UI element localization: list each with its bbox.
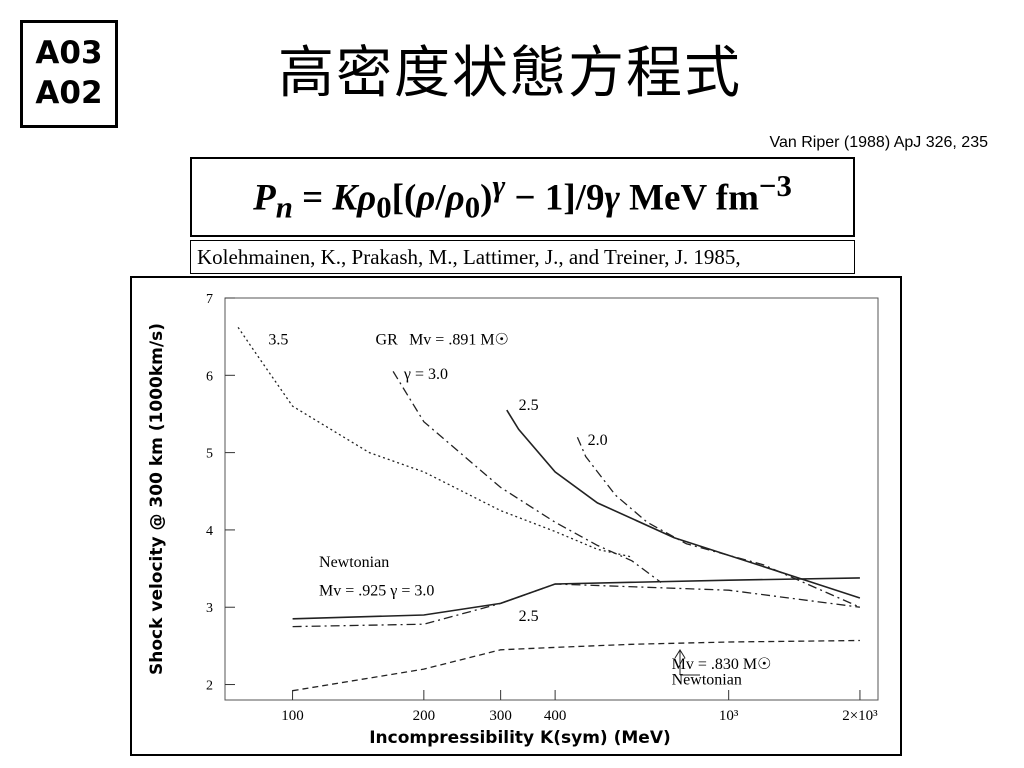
annotation-label-5: 2.0	[588, 432, 608, 449]
series-line-2	[506, 409, 861, 599]
plot-area-frame	[224, 297, 879, 701]
citation: Van Riper (1988) ApJ 326, 235	[769, 134, 988, 151]
y-axis-label: Shock velocity @ 300 km (1000km/s)	[147, 323, 167, 675]
series-line-1	[392, 371, 662, 584]
eq-rho0: ρ	[357, 176, 377, 218]
annotation-label-0: 3.5	[268, 331, 288, 348]
x-tick-label: 200	[413, 708, 436, 724]
slide-code-line1: A03	[35, 35, 103, 71]
eq-equals: =	[302, 176, 324, 218]
annotation-label-7: Mv = .925 γ = 3.0	[319, 583, 434, 600]
series-line-4	[292, 577, 860, 620]
y-tick-label: 4	[206, 524, 213, 539]
y-tick-label: 6	[206, 369, 213, 384]
slide-code-box: A03 A02	[20, 20, 118, 128]
eq-lhs-sub: n	[275, 190, 293, 225]
reference-text: Kolehmainen, K., Prakash, M., Lattimer, …	[190, 240, 855, 274]
annotation-label-10: Newtonian	[672, 672, 742, 689]
x-tick-label: 400	[544, 708, 567, 724]
series-line-0	[237, 327, 633, 558]
slide-title: 高密度状態方程式	[278, 41, 742, 106]
eq-minus-one: − 1]/9	[505, 176, 605, 218]
y-tick-label: 5	[206, 447, 213, 462]
series-line-5	[292, 583, 860, 628]
x-axis-label: Incompressibility K(sym) (MeV)	[369, 728, 671, 748]
series-line-6	[292, 639, 860, 692]
y-tick-label: 7	[206, 292, 213, 307]
annotation-label-3: γ = 3.0	[403, 366, 448, 383]
annotation-label-1: GR	[376, 331, 399, 348]
eq-open: [(	[391, 176, 417, 218]
eq-slash: /	[435, 176, 446, 218]
slide-code-line2: A02	[35, 75, 103, 111]
eq-close: )	[480, 176, 493, 218]
x-tick-label: 100	[281, 708, 304, 724]
eq-units: MeV fm	[619, 176, 759, 218]
x-tick-label: 300	[489, 708, 512, 724]
eq-rho: ρ	[416, 176, 436, 218]
eq-rho0-sub: 0	[376, 190, 392, 225]
annotation-pointer-arrow	[674, 649, 700, 676]
annotation-label-9: Mv = .830 M☉	[672, 656, 772, 673]
eq-k: K	[332, 176, 358, 218]
annotation-label-2: Mv = .891 M☉	[409, 331, 509, 348]
annotation-label-8: 2.5	[519, 608, 539, 625]
equation-box: Pn = Kρ0[(ρ/ρ0)γ − 1]/9γ MeV fm−3	[190, 157, 855, 237]
y-tick-label: 2	[206, 679, 213, 694]
eq-rho-den: ρ	[445, 176, 465, 218]
eq-rho-den-sub: 0	[464, 190, 481, 225]
eq-gamma-sup: γ	[492, 168, 506, 203]
annotation-label-6: Newtonian	[319, 554, 389, 571]
x-tick-label: 2×10³	[842, 708, 878, 724]
series-line-3	[576, 436, 861, 608]
eq-units-sup: −3	[758, 168, 792, 203]
annotation-label-4: 2.5	[519, 397, 539, 414]
y-tick-label: 3	[206, 601, 213, 616]
eq-gamma: γ	[604, 176, 620, 218]
x-tick-label: 10³	[719, 708, 739, 724]
equation: Pn = Kρ0[(ρ/ρ0)γ − 1]/9γ MeV fm−3	[253, 169, 792, 226]
eq-lhs: P	[253, 176, 276, 218]
